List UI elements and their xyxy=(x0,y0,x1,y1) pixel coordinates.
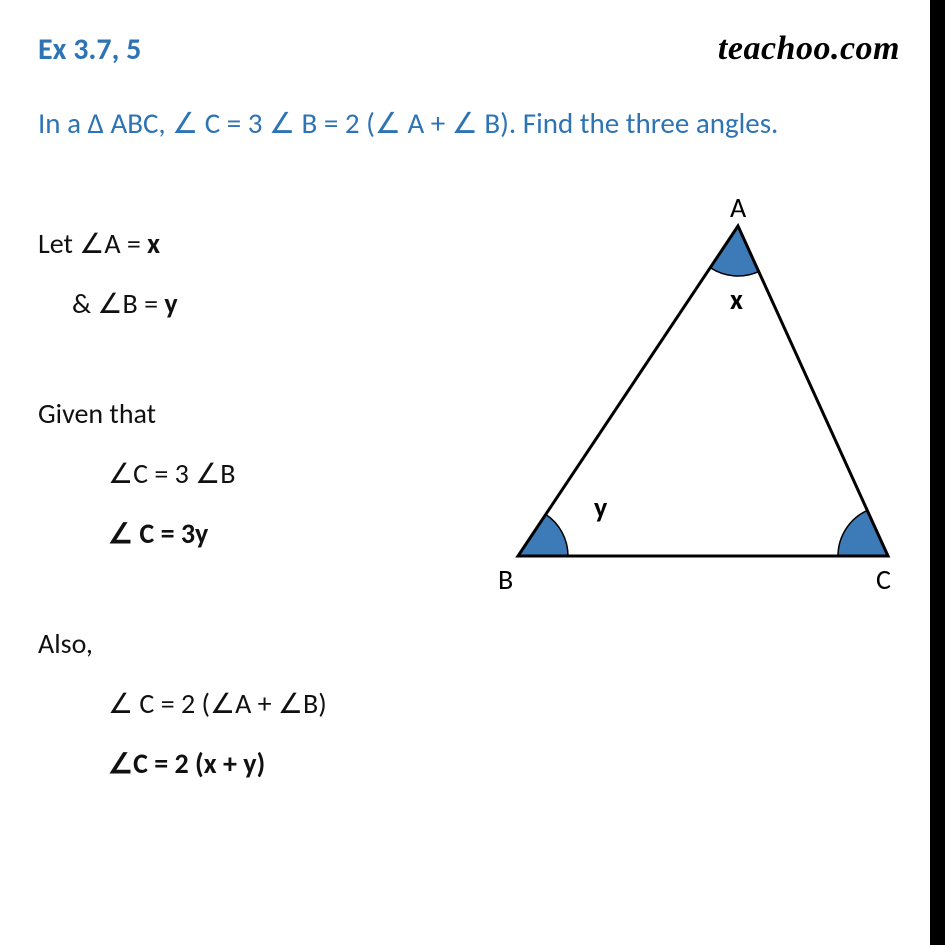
let-b-pre: & ∠B = xyxy=(72,286,164,321)
page: Ex 3.7, 5 teachoo.com In a Δ ABC, ∠ C = … xyxy=(0,0,930,945)
exercise-label: Ex 3.7, 5 xyxy=(38,31,141,68)
triangle-svg xyxy=(478,206,918,606)
let-a-pre: Let ∠A = xyxy=(38,226,147,261)
let-a-var: x xyxy=(147,226,160,261)
let-b-var: y xyxy=(164,286,177,321)
vertex-label-a: A xyxy=(730,190,746,225)
question-text: In a Δ ABC, ∠ C = 3 ∠ B = 2 (∠ A + ∠ B).… xyxy=(38,104,900,143)
brand-logo: teachoo.com xyxy=(718,30,900,68)
also-eq1: ∠ C = 2 (∠A + ∠B) xyxy=(38,683,900,725)
triangle-figure: A B C x y xyxy=(478,206,918,606)
side-stripe xyxy=(930,0,945,945)
header-row: Ex 3.7, 5 teachoo.com xyxy=(38,30,900,68)
vertex-label-b: B xyxy=(498,562,513,597)
angle-label-y: y xyxy=(594,490,607,525)
vertex-label-c: C xyxy=(876,562,891,597)
also-eq2: ∠C = 2 (x + y) xyxy=(38,743,900,785)
also-label: Also, xyxy=(38,623,900,665)
angle-label-x: x xyxy=(730,282,743,317)
